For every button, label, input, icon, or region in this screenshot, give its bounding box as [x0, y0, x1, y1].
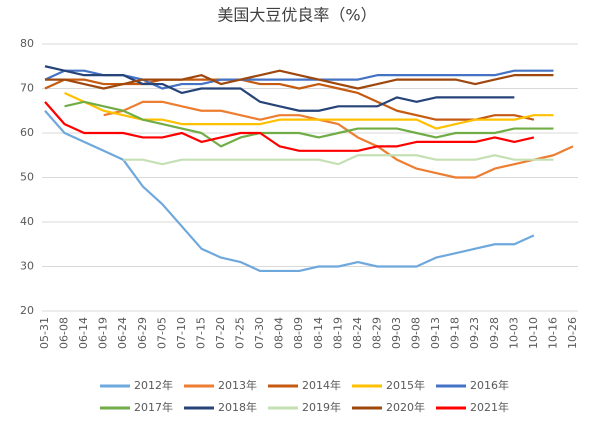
legend-label: 2017年: [134, 400, 173, 414]
legend-label: 2015年: [386, 378, 425, 392]
x-tick-label: 07-30: [253, 317, 266, 349]
x-tick-label: 06-08: [58, 317, 71, 349]
legend-label: 2018年: [218, 400, 257, 414]
x-tick-label: 08-14: [312, 317, 325, 349]
series-line: [44, 110, 535, 273]
x-tick-label: 08-29: [370, 317, 383, 349]
series-line: [44, 65, 515, 112]
x-tick-label: 10-03: [507, 317, 520, 349]
x-tick-label: 05-31: [38, 317, 51, 349]
series-line: [45, 69, 554, 90]
chart-title: 美国大豆优良率（%）: [217, 6, 376, 25]
x-tick-label: 07-05: [155, 317, 168, 349]
series-line: [123, 154, 554, 166]
legend-label: 2013年: [218, 378, 257, 392]
series-line: [103, 100, 574, 179]
legend-label: 2019年: [302, 400, 341, 414]
x-tick-label: 09-23: [468, 317, 481, 349]
legend-label: 2020年: [386, 400, 425, 414]
x-tick-label: 10-16: [546, 317, 559, 349]
x-tick-label: 07-25: [234, 317, 247, 349]
y-tick-label: 80: [20, 37, 34, 50]
x-tick-label: 09-18: [449, 317, 462, 349]
series-line: [64, 100, 554, 148]
series-line: [44, 69, 554, 90]
x-tick-label: 07-10: [175, 317, 188, 349]
x-tick-label: 10-10: [527, 317, 540, 349]
x-tick-label: 06-14: [77, 317, 90, 349]
y-tick-label: 30: [20, 260, 34, 273]
series-line: [44, 101, 535, 152]
legend-label: 2021年: [470, 400, 509, 414]
x-tick-label: 08-04: [273, 317, 286, 349]
legend-label: 2016年: [470, 378, 509, 392]
legend-label: 2014年: [302, 378, 341, 392]
x-tick-label: 08-19: [331, 317, 344, 349]
y-tick-label: 60: [20, 126, 34, 139]
y-tick-label: 70: [20, 82, 34, 95]
x-tick-label: 08-09: [292, 317, 305, 349]
y-tick-label: 50: [20, 171, 34, 184]
x-tick-label: 06-29: [136, 317, 149, 349]
x-tick-label: 06-19: [97, 317, 110, 349]
legend-label: 2012年: [134, 378, 173, 392]
y-tick-label: 40: [20, 215, 34, 228]
x-tick-label: 06-24: [116, 317, 129, 349]
x-tick-label: 09-13: [429, 317, 442, 349]
x-tick-label: 09-03: [390, 317, 403, 349]
x-tick-label: 07-15: [194, 317, 207, 349]
x-tick-label: 09-08: [410, 317, 423, 349]
x-tick-label: 07-20: [214, 317, 227, 349]
x-tick-label: 09-28: [488, 317, 501, 349]
x-tick-label: 10-26: [566, 317, 579, 349]
y-tick-label: 20: [20, 304, 34, 317]
x-tick-label: 08-24: [351, 317, 364, 349]
